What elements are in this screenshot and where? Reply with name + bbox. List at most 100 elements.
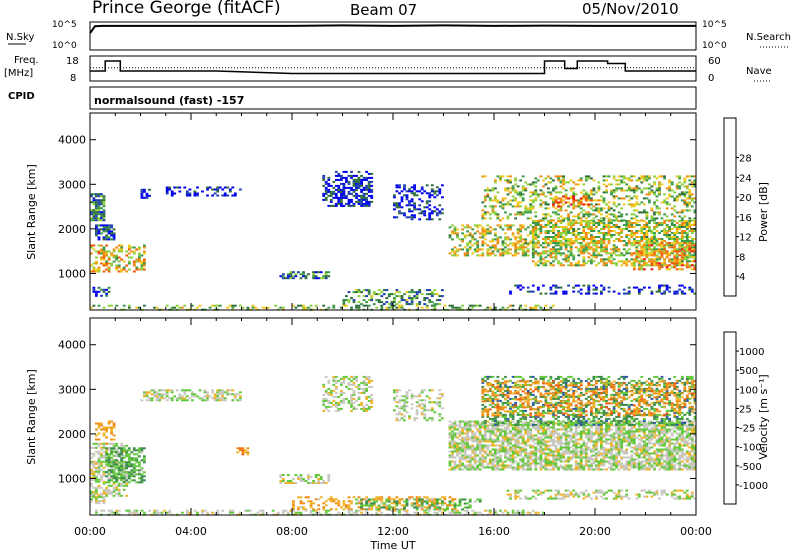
velocity-cell — [496, 448, 500, 451]
power-cell — [559, 220, 563, 222]
velocity-cell — [110, 442, 113, 445]
velocity-cell — [112, 465, 116, 468]
velocity-cell — [438, 419, 442, 422]
power-cell — [673, 248, 677, 251]
velocity-cell — [542, 460, 545, 463]
velocity-cell — [476, 428, 480, 431]
velocity-cell — [112, 442, 116, 445]
power-cell — [274, 304, 278, 307]
power-cell — [102, 262, 106, 265]
velocity-cell — [519, 442, 523, 445]
velocity-cell — [97, 458, 101, 461]
power-cell — [605, 211, 608, 214]
power-cell — [97, 224, 101, 227]
power-cell — [562, 217, 565, 220]
velocity-cell — [481, 436, 485, 439]
power-cell — [132, 252, 136, 255]
velocity-cell — [481, 454, 485, 457]
power-cell — [491, 187, 495, 190]
power-cell — [607, 252, 611, 255]
power-cell — [605, 252, 608, 255]
power-cell — [340, 194, 343, 197]
velocity-cell — [531, 450, 535, 453]
velocity-cell — [294, 474, 298, 476]
power-cell — [370, 196, 374, 199]
power-cell — [592, 220, 596, 222]
power-cell — [688, 288, 692, 291]
velocity-cell — [486, 462, 490, 465]
power-cell — [100, 195, 103, 198]
velocity-cell — [100, 474, 103, 477]
power-cell — [562, 228, 565, 230]
velocity-cell — [542, 458, 545, 461]
velocity-cell — [100, 486, 103, 489]
power-cell — [531, 306, 535, 309]
velocity-cell — [352, 391, 356, 394]
power-cell — [680, 226, 684, 228]
velocity-cell — [486, 430, 490, 433]
power-cell — [143, 190, 146, 193]
velocity-cell — [456, 424, 459, 427]
power-cell — [607, 286, 611, 289]
power-cell — [567, 197, 570, 200]
velocity-cell — [102, 492, 106, 495]
power-cell — [653, 260, 656, 263]
power-cell — [584, 238, 588, 240]
power-cell — [531, 248, 535, 251]
power-cell — [97, 236, 101, 239]
velocity-cell — [350, 379, 353, 382]
power-cell — [494, 211, 497, 214]
power-cell — [607, 238, 611, 240]
power-cell — [102, 203, 106, 206]
velocity-cell — [476, 430, 480, 433]
power-cell — [559, 201, 563, 204]
velocity-cell — [501, 462, 505, 465]
velocity-cell — [506, 422, 510, 425]
power-cell — [418, 301, 422, 304]
power-cell — [680, 292, 684, 295]
power-cell — [393, 194, 396, 197]
power-cell — [100, 199, 103, 202]
velocity-cell — [569, 458, 573, 461]
velocity-cell — [536, 428, 540, 431]
power-cell — [640, 288, 644, 291]
velocity-cell — [138, 477, 141, 480]
velocity-cell — [117, 469, 121, 472]
power-cell — [504, 232, 507, 235]
power-cell — [529, 191, 533, 194]
power-cell — [413, 295, 416, 298]
power-cell — [688, 183, 692, 186]
power-cell — [355, 188, 358, 191]
power-cell — [612, 250, 616, 253]
velocity-cell — [100, 478, 103, 481]
velocity-cell — [559, 466, 563, 469]
power-cell — [655, 258, 659, 261]
power-cell — [514, 177, 517, 180]
power-cell — [102, 288, 106, 291]
power-cell — [410, 299, 414, 302]
velocity-cell — [486, 420, 490, 423]
power-cell — [529, 205, 533, 208]
velocity-cell — [499, 444, 502, 447]
power-cell — [463, 226, 467, 229]
power-cell — [602, 242, 606, 245]
velocity-cell — [564, 428, 568, 431]
power-cell — [557, 230, 560, 232]
power-cell — [602, 217, 606, 220]
power-cell — [549, 250, 553, 253]
power-cell — [428, 214, 432, 217]
power-cell — [519, 195, 523, 198]
velocity-cell — [496, 434, 500, 437]
power-cell — [524, 189, 528, 192]
power-cell — [673, 220, 677, 222]
velocity-cell — [420, 399, 424, 402]
power-cell — [148, 188, 151, 191]
power-cell — [463, 234, 467, 237]
power-cell — [112, 248, 116, 251]
power-cell — [347, 301, 351, 304]
power-cell — [569, 195, 573, 198]
power-cell — [461, 240, 464, 243]
power-cell — [678, 226, 682, 228]
power-cell — [584, 244, 588, 247]
